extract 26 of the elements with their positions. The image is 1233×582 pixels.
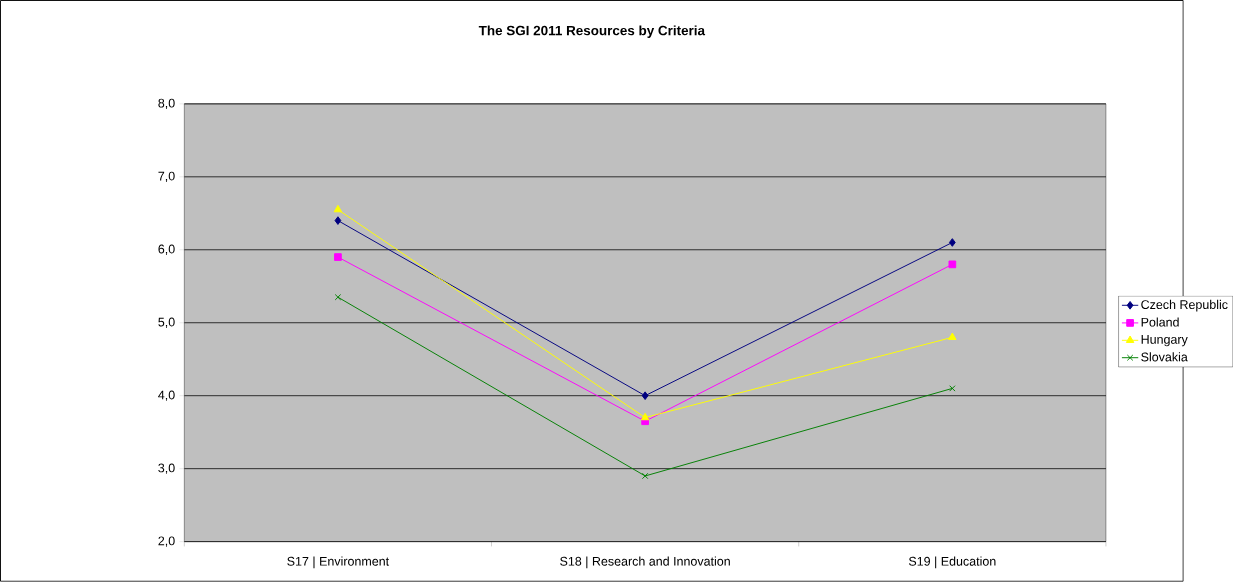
chart-title: The SGI 2011 Resources by Criteria <box>478 25 706 39</box>
y-tick-label: 6,0 <box>158 244 175 256</box>
y-tick-label: 3,0 <box>158 463 175 474</box>
point <box>948 238 956 247</box>
x-tick-label: S18 | Research and Innovation <box>560 556 730 569</box>
point <box>334 294 342 301</box>
legend-label: Czech Republic <box>1141 299 1228 312</box>
point <box>948 260 957 269</box>
point <box>641 472 649 480</box>
legend-label: Slovakia <box>1141 352 1188 362</box>
y-tick-label: 5,0 <box>158 317 175 329</box>
point <box>640 412 650 421</box>
point <box>949 385 956 392</box>
point <box>333 204 343 213</box>
point <box>948 332 957 341</box>
legend-label: Poland <box>1141 317 1179 327</box>
point <box>334 253 342 262</box>
point <box>334 216 342 226</box>
x-tick-label: S19 | Education <box>908 556 996 569</box>
legend-label: Hungary <box>1141 335 1188 347</box>
point <box>641 391 649 401</box>
y-tick-label: 2,0 <box>158 536 175 547</box>
y-tick-label: 7,0 <box>158 171 175 183</box>
y-tick-label: 8,0 <box>158 98 175 110</box>
x-tick-label: S17 | Environment <box>287 556 390 569</box>
y-tick-label: 4,0 <box>158 390 175 401</box>
